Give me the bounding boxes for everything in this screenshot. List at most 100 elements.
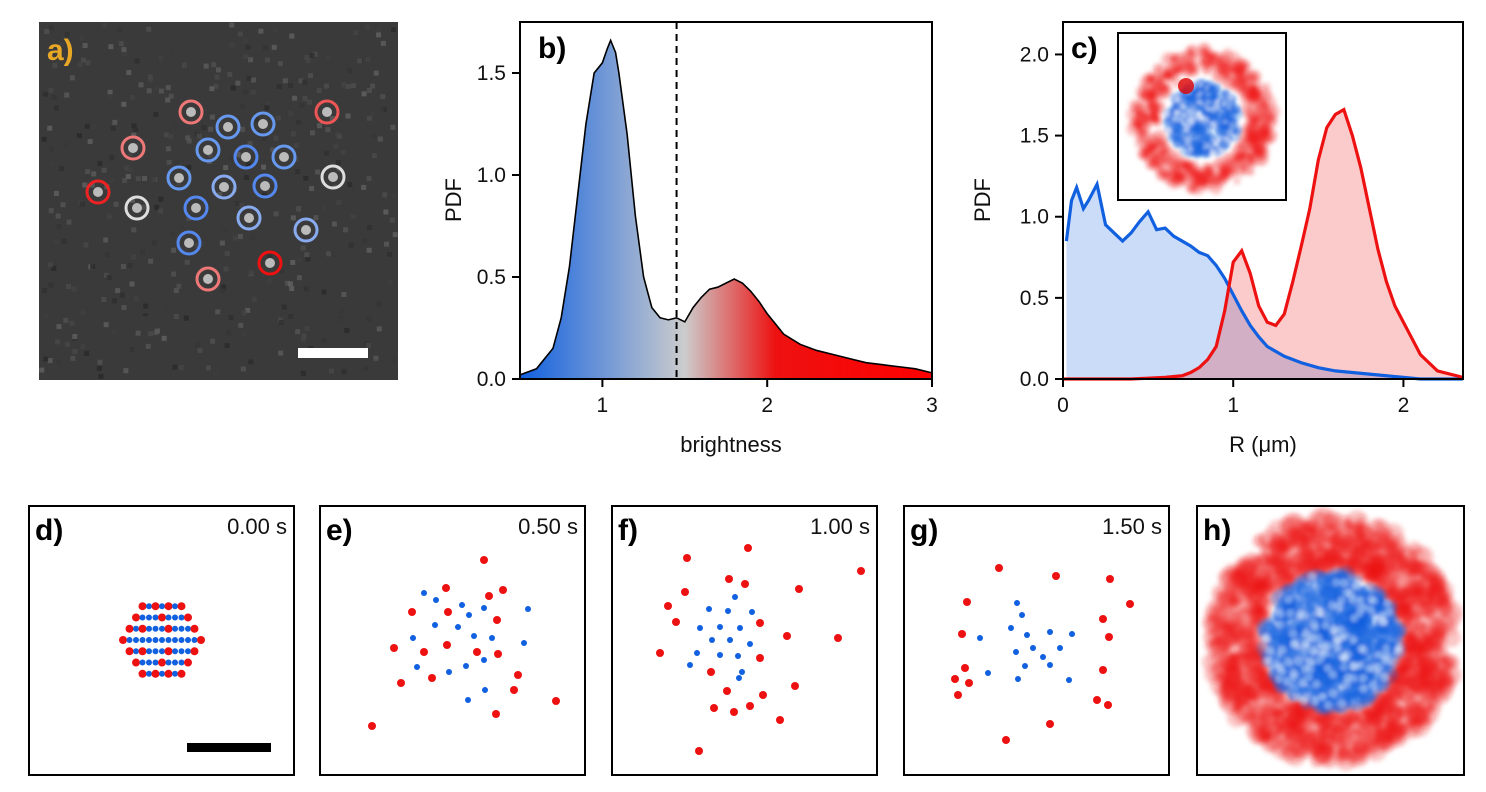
red-particle [656,649,664,657]
particle-ring [124,195,150,221]
blue-particle [185,625,191,632]
blue-particle [697,625,703,631]
red-particle [995,564,1003,572]
particle-ring [271,144,297,170]
red-particle [443,641,451,649]
blue-particle [172,637,178,643]
blue-particle [152,637,159,643]
red-particle [164,602,173,611]
red-particle [190,624,199,633]
x-tick-label: 0 [1057,394,1069,417]
red-particle [494,650,502,658]
red-particle [776,716,784,724]
blue-particle [1057,645,1063,651]
blue-particle [481,605,487,611]
particle-ring [211,174,237,200]
red-particle [791,682,799,690]
red-particle [723,687,731,695]
blue-particle [146,625,152,632]
blue-particle [146,603,152,610]
red-particle [759,691,767,699]
blue-particle [178,614,185,621]
red-particle [397,679,405,687]
blue-particle [747,641,753,647]
blue-particle [159,670,165,677]
red-particle [695,747,703,755]
particles-e [368,556,560,730]
blue-particle [1069,631,1075,637]
snapshot-panel-d: d) 0.00 s [28,505,295,776]
blue-particle [1013,649,1019,655]
red-particle [473,648,481,656]
red-particle [158,613,166,622]
panel-label-e: e) [326,514,353,547]
particles-g [951,564,1134,744]
y-ticks-b: 0.0 0.5 1.0 1.5 [477,62,520,391]
particle-ring [183,195,209,221]
red-particle [485,592,493,600]
red-particle [951,675,959,683]
y-tick-label: 2.0 [1020,43,1049,66]
red-particle [1104,701,1112,709]
red-particle [499,586,507,594]
blue-particle [481,657,487,663]
red-particle [197,636,205,644]
red-particle [725,575,733,583]
blue-particle [178,637,185,643]
blue-particle [1014,600,1020,606]
panel-label-a: a) [47,34,74,67]
x-tick-label: 2 [1398,394,1410,417]
panel-label-f: f) [618,514,638,547]
blue-particle [1066,677,1072,683]
red-particle [177,602,186,611]
red-particle [1105,633,1113,641]
blue-particle [1019,612,1025,618]
red-particle [119,636,127,644]
particle-ring [320,164,346,190]
blue-particle [133,648,139,655]
y-tick-label: 1.0 [1020,206,1049,229]
blue-particle [725,608,731,614]
blue-particle [727,637,733,643]
blue-particle [159,603,165,610]
red-particle [1099,615,1107,623]
x-ticks-b: 1 2 3 [597,379,938,417]
blue-particle [159,637,165,643]
red-particle [756,654,764,662]
blue-particle [1047,662,1053,668]
blue-particle [146,648,152,655]
particle-ring [233,144,259,170]
red-particle [480,556,488,564]
blue-particle [172,659,178,666]
blue-particle [152,659,159,666]
brightness-pdf-line [519,38,933,376]
red-particle [132,658,140,667]
radial-pdf-chart: 0 1 2 0.0 0.5 1.0 1.5 2.0 R (μm) PDF c) [970,21,1464,457]
blue-particle [1030,645,1036,651]
red-particle [707,668,715,676]
red-particle [177,669,186,678]
red-particle [132,613,140,622]
red-particle [1099,666,1107,674]
blue-particle [459,602,465,608]
red-particle [493,616,501,624]
image-noise [39,22,398,380]
x-axis-label-c: R (μm) [1229,432,1297,457]
blue-particle [165,659,172,666]
density-map-panel: h) [1196,505,1465,776]
particle-ring [257,250,283,276]
blue-particle [735,653,741,659]
blue-particle [1047,629,1053,635]
red-particle [672,618,680,626]
x-axis-label-b: brightness [680,432,782,457]
density-inset [1117,32,1287,201]
red-particle [746,702,754,710]
blue-particle [482,687,488,693]
y-tick-label: 0.0 [477,368,506,391]
red-particle [834,634,842,642]
scale-bar [298,348,368,358]
red-particle [390,644,398,652]
blue-particle [1008,625,1014,631]
blue-particle [146,670,152,677]
